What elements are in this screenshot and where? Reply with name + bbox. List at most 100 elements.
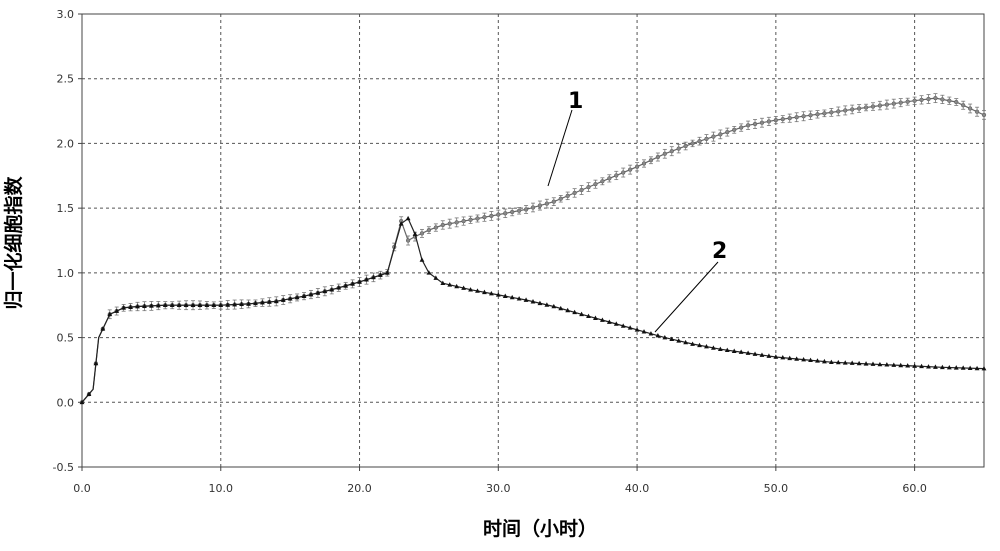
- series-1-point: [760, 121, 764, 125]
- y-tick-label: 2.5: [57, 73, 75, 86]
- series-2-line: [82, 219, 984, 403]
- callout-1-label: 1: [568, 89, 583, 114]
- y-axis: -0.50.00.51.01.52.02.53.0: [53, 8, 82, 474]
- x-tick-label: 50.0: [764, 482, 789, 495]
- y-tick-label: 1.0: [57, 267, 75, 280]
- series-1-point: [746, 123, 750, 127]
- series-1-point: [927, 97, 931, 101]
- series-1-point: [684, 144, 688, 148]
- series-1-point: [448, 222, 452, 226]
- series-1-point: [906, 100, 910, 104]
- series-2-point: [406, 216, 411, 220]
- series-1-point: [635, 165, 639, 169]
- series-1-point: [795, 115, 799, 119]
- series-1-point: [496, 213, 500, 217]
- y-tick-label: 0.5: [57, 332, 75, 345]
- series-1-point: [524, 208, 528, 212]
- series-1-point: [968, 107, 972, 111]
- series-1-point: [566, 194, 570, 198]
- series-1-point: [878, 104, 882, 108]
- series-1-point: [718, 132, 722, 136]
- series-1-point: [559, 197, 563, 201]
- series-1-point: [594, 182, 598, 186]
- series-1-point: [698, 139, 702, 143]
- series-1-point: [871, 105, 875, 109]
- callout-1-leader: [548, 110, 572, 186]
- series-1-point: [961, 103, 965, 107]
- series-1-point: [649, 158, 653, 162]
- series-1-point: [774, 118, 778, 122]
- y-tick-label: 1.5: [57, 202, 75, 215]
- series-1-point: [899, 101, 903, 105]
- series-1-point: [850, 108, 854, 112]
- series-1-point: [885, 103, 889, 107]
- series-1-point: [621, 171, 625, 175]
- callout-2-label: 2: [712, 239, 727, 264]
- series-1-point: [642, 162, 646, 166]
- series-1-point: [857, 107, 861, 111]
- series-1-point: [913, 99, 917, 103]
- y-tick-label: -0.5: [53, 461, 74, 474]
- series-1-point: [809, 113, 813, 117]
- series-1-point: [614, 174, 618, 178]
- series-1-point: [816, 112, 820, 116]
- series-1-point: [476, 217, 480, 221]
- series-1-point: [580, 188, 584, 192]
- series-1-point: [920, 98, 924, 102]
- series-1-point: [587, 185, 591, 189]
- series-1-point: [753, 122, 757, 126]
- series-1-point: [739, 126, 743, 130]
- y-tick-label: 0.0: [57, 396, 75, 409]
- series-1-point: [469, 218, 473, 222]
- series-1-point: [829, 110, 833, 114]
- series-1-point: [538, 204, 542, 208]
- series-1-point: [462, 219, 466, 223]
- series-1-point: [975, 110, 979, 114]
- series-1-point: [823, 111, 827, 115]
- grid: [82, 14, 984, 467]
- series-1-point: [691, 142, 695, 146]
- x-tick-label: 0.0: [73, 482, 91, 495]
- x-tick-label: 10.0: [209, 482, 234, 495]
- series-1-point: [892, 102, 896, 106]
- series-1-point: [406, 239, 410, 243]
- series-1-point: [705, 137, 709, 141]
- series-1-point: [947, 99, 951, 103]
- series-1: [80, 94, 986, 405]
- series-layer: [80, 94, 987, 405]
- series-1-point: [677, 147, 681, 151]
- series-2: [80, 216, 987, 404]
- series-1-point: [670, 149, 674, 153]
- series-1-point: [781, 117, 785, 121]
- series-1-point: [441, 223, 445, 227]
- series-1-point: [573, 191, 577, 195]
- series-1-point: [663, 152, 667, 156]
- series-1-point: [843, 109, 847, 113]
- x-axis-title: 时间（小时）: [483, 517, 597, 540]
- series-1-point: [607, 176, 611, 180]
- series-1-point: [552, 200, 556, 204]
- x-tick-label: 60.0: [902, 482, 927, 495]
- series-1-point: [510, 210, 514, 214]
- series-1-point: [503, 211, 507, 215]
- x-axis: 0.010.020.030.040.050.060.0: [73, 467, 927, 495]
- series-2-point: [420, 257, 425, 261]
- series-1-point: [802, 114, 806, 118]
- series-1-point: [954, 100, 958, 104]
- series-1-point: [483, 215, 487, 219]
- series-1-point: [940, 98, 944, 102]
- series-1-point: [982, 113, 986, 117]
- series-1-point: [545, 202, 549, 206]
- series-1-point: [767, 120, 771, 124]
- series-1-point: [517, 209, 521, 213]
- plot-area-frame: [82, 14, 984, 467]
- y-tick-label: 2.0: [57, 137, 75, 150]
- series-1-point: [628, 168, 632, 172]
- x-tick-label: 30.0: [486, 482, 511, 495]
- series-1-point: [934, 96, 938, 100]
- series-1-point: [732, 128, 736, 132]
- y-axis-title: 归一化细胞指数: [2, 176, 25, 310]
- series-1-point: [531, 206, 535, 210]
- series-1-point: [420, 231, 424, 235]
